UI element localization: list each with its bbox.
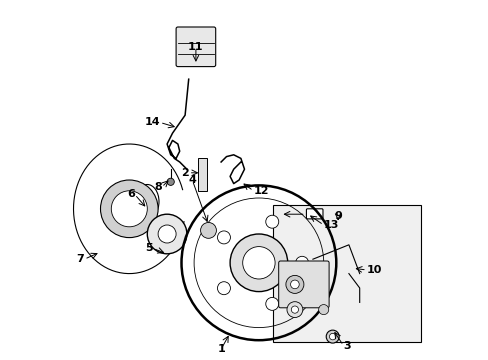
Text: 9: 9 — [333, 211, 341, 221]
Circle shape — [295, 256, 308, 269]
FancyBboxPatch shape — [278, 261, 328, 308]
Circle shape — [286, 302, 302, 318]
Circle shape — [318, 305, 328, 315]
Circle shape — [242, 247, 275, 279]
Circle shape — [329, 333, 335, 340]
FancyBboxPatch shape — [176, 27, 215, 67]
Text: 8: 8 — [154, 182, 162, 192]
Circle shape — [101, 180, 158, 238]
Text: 14: 14 — [144, 117, 160, 127]
FancyBboxPatch shape — [306, 209, 322, 219]
Circle shape — [217, 231, 230, 244]
Circle shape — [290, 280, 299, 289]
Circle shape — [265, 297, 278, 310]
Text: 6: 6 — [126, 189, 134, 199]
Text: 13: 13 — [323, 220, 338, 230]
Circle shape — [167, 178, 174, 185]
Circle shape — [147, 214, 186, 254]
Text: 7: 7 — [77, 254, 84, 264]
Text: 5: 5 — [145, 243, 152, 253]
Text: 4: 4 — [188, 175, 196, 185]
Text: 10: 10 — [366, 265, 382, 275]
Circle shape — [291, 306, 298, 313]
Circle shape — [325, 330, 339, 343]
Text: 11: 11 — [188, 42, 203, 52]
Circle shape — [158, 225, 176, 243]
Circle shape — [217, 282, 230, 295]
Text: 3: 3 — [343, 341, 350, 351]
Bar — [273, 205, 420, 342]
Circle shape — [200, 222, 216, 238]
Circle shape — [265, 215, 278, 228]
Bar — [197, 158, 206, 191]
Text: 2: 2 — [181, 168, 188, 178]
Text: 12: 12 — [253, 186, 268, 196]
Circle shape — [230, 234, 287, 292]
Text: 1: 1 — [217, 344, 224, 354]
Circle shape — [111, 191, 147, 227]
Circle shape — [285, 275, 303, 293]
